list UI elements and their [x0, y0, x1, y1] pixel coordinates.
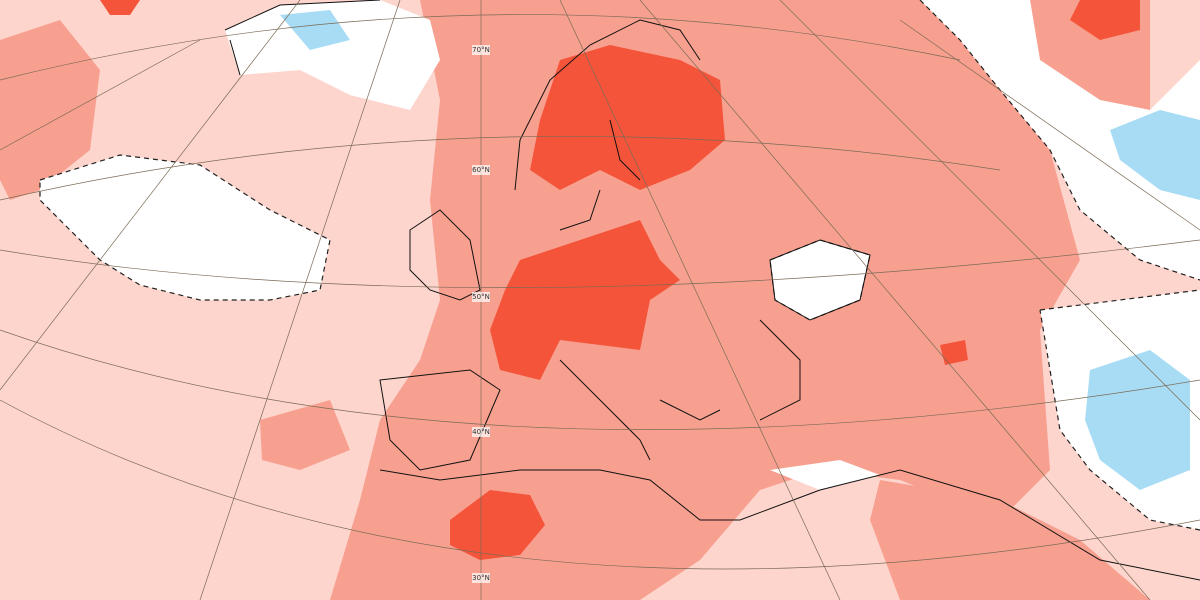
latitude-labels: 70°N 60°N 50°N 40°N 30°N	[472, 45, 490, 583]
label-bg	[472, 165, 490, 175]
strong-warm-areas	[100, 0, 1140, 560]
cold-areas	[280, 10, 1200, 490]
label-bg	[472, 573, 490, 583]
latitude-label: 30°N	[472, 574, 490, 582]
coastlines	[224, 0, 1200, 581]
label-bg	[472, 427, 490, 437]
label-bg	[472, 292, 490, 302]
latitude-label: 70°N	[472, 46, 490, 54]
latitude-label: 60°N	[472, 166, 490, 174]
latitude-label: 50°N	[472, 293, 490, 301]
label-bg	[472, 45, 490, 55]
latitude-label: 40°N	[472, 428, 490, 436]
